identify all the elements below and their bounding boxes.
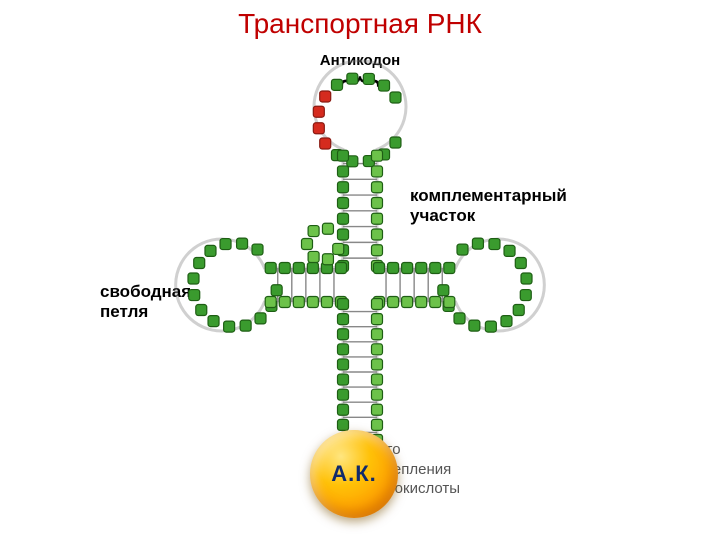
page-title: Транспортная РНК [0,8,720,40]
amino-acid-badge-text: А.К. [331,461,377,487]
trna-diagram [170,60,550,480]
label-free-loop-l2: петля [100,302,148,321]
amino-acid-badge: А.К. [310,430,398,518]
